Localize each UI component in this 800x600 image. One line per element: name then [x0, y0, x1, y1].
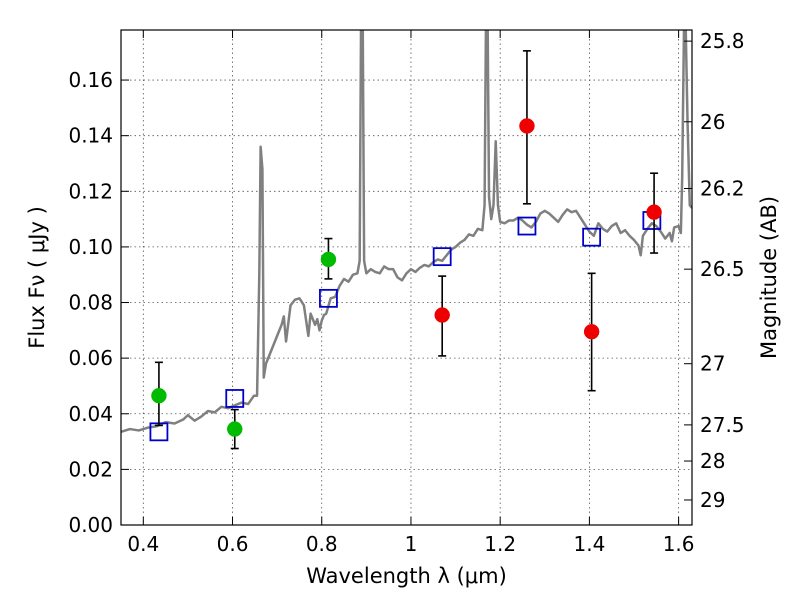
- y2-axis-label: Magnitude (AB): [757, 196, 781, 359]
- y-tick-label: 0.02: [68, 457, 113, 481]
- y2-tick-label: 26.2: [700, 177, 745, 201]
- tick-labels: 0.4 0.6 0.8 1 1.2 1.4 1.6 0.00 0.02 0.04 0.06 0.08 0…: [68, 29, 744, 556]
- green-data-point: [320, 251, 337, 268]
- x-tick-label: 1.4: [573, 532, 605, 556]
- x-tick-label: 0.8: [306, 532, 338, 556]
- red-data-point: [646, 204, 662, 220]
- plot-area: [121, 30, 692, 450]
- y-tick-label: 0.00: [68, 513, 113, 537]
- x-tick-label: 1: [405, 532, 418, 556]
- y-tick-label: 0.14: [68, 124, 113, 148]
- model-square-marker: [517, 216, 537, 236]
- y2-tick-label: 27.5: [700, 413, 745, 437]
- y2-tick-label: 26: [700, 110, 725, 134]
- green-data-point: [151, 387, 167, 404]
- x-tick-label: 1.2: [484, 532, 516, 556]
- y2-tick-label: 26.5: [700, 257, 745, 281]
- y-tick-label: 0.16: [68, 68, 113, 92]
- grid: [121, 30, 692, 526]
- plot-frame: [120, 29, 693, 526]
- x-axis-label: Wavelength λ (μm): [306, 564, 507, 588]
- spectrum-line: [121, 30, 692, 434]
- x-tick-label: 0.4: [127, 532, 159, 556]
- y2-tick-label: 25.8: [700, 29, 745, 53]
- y2-tick-label: 29: [700, 488, 725, 512]
- y2-tick-label: 28: [700, 449, 725, 473]
- model-square-marker: [319, 288, 338, 308]
- y-tick-label: 0.06: [68, 346, 113, 370]
- y2-tick-label: 27: [700, 352, 725, 376]
- y-tick-label: 0.08: [68, 291, 113, 315]
- tick-marks: [121, 30, 692, 526]
- red-data-point: [583, 323, 600, 340]
- axes-frame: [120, 29, 693, 526]
- red-data-point: [519, 118, 535, 134]
- model-square-marker: [225, 389, 245, 408]
- y-axis-label: Flux Fν ( μJy ): [25, 206, 49, 349]
- y-tick-label: 0.04: [68, 402, 113, 426]
- green-data-point: [227, 421, 243, 437]
- y-tick-label: 0.10: [68, 235, 113, 259]
- model-square-marker: [582, 227, 602, 247]
- y-tick-label: 0.12: [68, 179, 113, 203]
- x-tick-label: 0.6: [217, 532, 249, 556]
- model-square-marker: [432, 247, 452, 267]
- x-tick-label: 1.6: [663, 532, 695, 556]
- red-data-point: [434, 307, 450, 323]
